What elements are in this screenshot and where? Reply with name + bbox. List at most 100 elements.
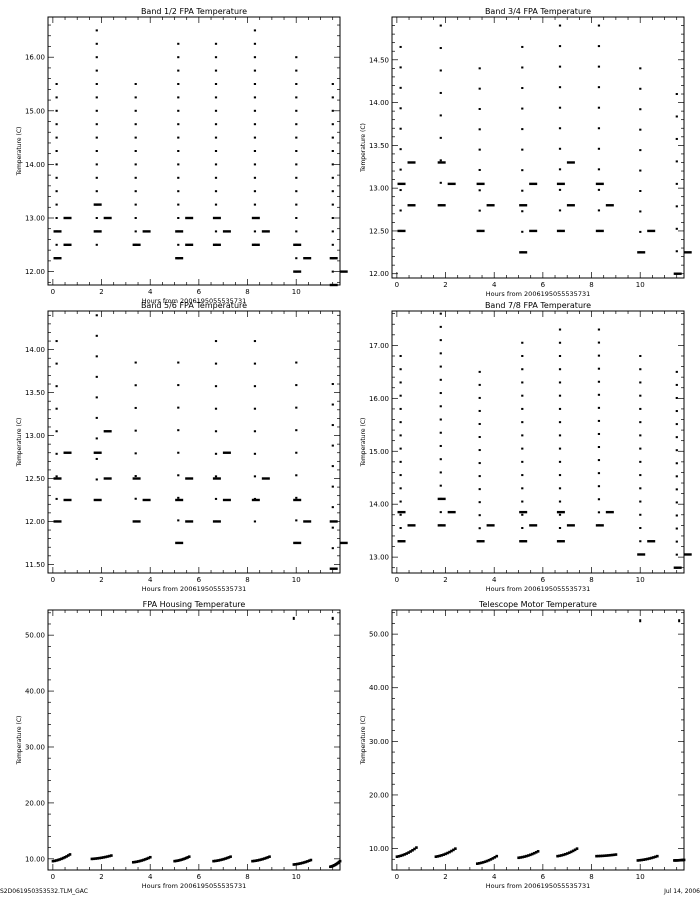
x-tick-label: 0: [51, 576, 55, 584]
data-point: [331, 383, 334, 386]
data-point: [96, 857, 100, 860]
data-point: [214, 230, 218, 233]
data-point: [253, 83, 257, 85]
data-point: [439, 405, 442, 408]
data-point: [331, 176, 334, 179]
data-point: [295, 361, 298, 364]
data-point: [331, 424, 334, 427]
data-cluster: [437, 24, 456, 207]
data-point: [486, 204, 495, 207]
data-point: [134, 96, 137, 99]
data-point: [331, 217, 334, 219]
data-point: [177, 496, 180, 499]
data-point: [293, 498, 302, 502]
data-point: [534, 851, 538, 854]
data-point: [185, 520, 194, 523]
data-point: [399, 394, 402, 397]
data-point: [295, 451, 298, 454]
data-point: [654, 855, 657, 859]
data-point: [55, 176, 58, 179]
data-point: [175, 498, 184, 502]
data-point: [134, 136, 137, 139]
data-segment: [434, 847, 457, 858]
data-point: [478, 396, 481, 399]
data-point: [606, 854, 610, 857]
data-point: [134, 123, 137, 126]
data-point: [185, 243, 194, 246]
data-point: [478, 107, 481, 110]
data-point: [339, 541, 348, 545]
data-point: [55, 109, 58, 112]
data-point: [639, 190, 642, 192]
data-segment: [329, 859, 342, 869]
data-segment: [395, 846, 418, 858]
data-point: [68, 853, 72, 856]
data-cluster: [476, 370, 495, 543]
data-point: [95, 217, 98, 219]
data-cluster: [212, 42, 231, 246]
data-point: [478, 370, 481, 373]
y-axis-label: Temperature (C): [360, 716, 367, 766]
data-point: [295, 176, 298, 179]
data-point: [95, 355, 98, 358]
data-point: [134, 429, 137, 432]
data-point: [447, 182, 456, 186]
data-point: [397, 540, 406, 543]
data-point: [558, 500, 562, 503]
data-point: [597, 188, 601, 191]
data-point: [675, 488, 678, 491]
plot-frame: [47, 310, 341, 574]
y-tick-label: 16.00: [369, 395, 389, 403]
y-tick-label: 14.00: [25, 161, 45, 169]
data-point: [222, 857, 226, 861]
data-point: [329, 567, 338, 570]
data-point: [55, 362, 58, 365]
data-point: [444, 852, 447, 856]
data-point: [437, 524, 446, 527]
data-point: [63, 216, 72, 220]
data-point: [303, 520, 312, 523]
x-tick-label: 4: [148, 288, 153, 296]
x-tick-label: 10: [292, 288, 301, 296]
data-point: [253, 452, 257, 455]
data-point: [523, 855, 526, 858]
data-point: [331, 96, 334, 99]
data-point: [646, 857, 649, 861]
data-point: [519, 204, 528, 207]
data-cluster: [293, 56, 312, 273]
y-tick-label: 13.00: [25, 432, 45, 440]
plot-frame: [391, 609, 685, 871]
y-tick-label: 12.00: [369, 270, 389, 278]
data-point: [103, 477, 112, 480]
data-point: [93, 451, 102, 454]
data-cluster: [519, 45, 538, 254]
data-point: [95, 396, 98, 399]
data-point: [478, 209, 481, 212]
data-point: [521, 368, 524, 371]
data-point: [95, 56, 98, 59]
data-point: [175, 541, 184, 545]
data-point: [521, 487, 524, 490]
data-point: [251, 216, 260, 220]
data-point: [573, 848, 577, 852]
data-point: [253, 56, 257, 59]
data-point: [675, 227, 678, 230]
data-point: [331, 547, 334, 550]
data-point: [532, 851, 536, 855]
x-tick-label: 10: [636, 576, 645, 584]
data-point: [521, 87, 524, 90]
data-point: [448, 850, 451, 854]
data-point: [253, 176, 257, 179]
data-cluster: [637, 67, 656, 254]
data-point: [295, 203, 298, 206]
chart-title: Band 7/8 FPA Temperature: [485, 301, 591, 310]
data-point: [439, 24, 442, 27]
data-point: [403, 853, 407, 856]
data-point: [571, 849, 575, 853]
data-point: [442, 853, 445, 856]
data-point: [478, 422, 481, 425]
x-tick-label: 4: [492, 873, 497, 881]
data-point: [407, 851, 410, 854]
data-point: [95, 176, 98, 179]
data-point: [597, 511, 601, 514]
